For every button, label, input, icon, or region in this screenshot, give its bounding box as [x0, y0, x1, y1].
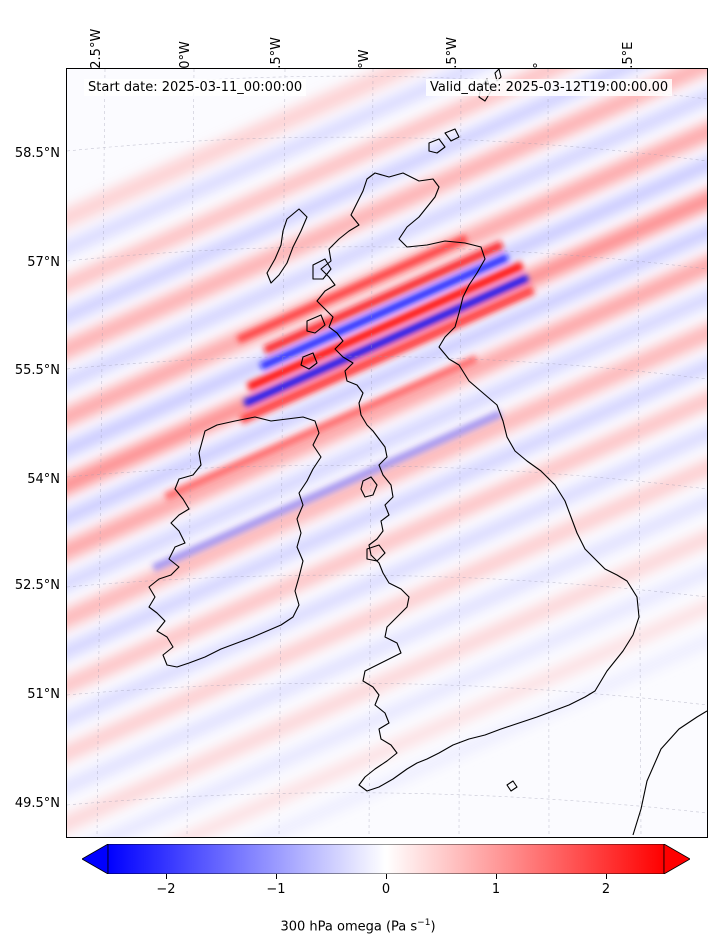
colorbar-label-end: ): [430, 919, 436, 935]
coastline-skye: [312, 258, 332, 280]
graticule: [67, 69, 707, 837]
omega-field-map: [67, 69, 707, 837]
colorbar-tickmark: [606, 874, 607, 879]
colorbar-tick-label: −2: [156, 882, 176, 897]
lat-label-52-5n: 52.5°N: [14, 578, 60, 593]
colorbar-tickmark: [276, 874, 277, 879]
lat-label-51n: 51°N: [27, 687, 60, 702]
coastline-ireland: [148, 416, 322, 668]
lat-label-57n: 57°N: [27, 255, 60, 270]
colorbar-tick-label: 0: [381, 882, 391, 897]
colorbar-svg: [81, 843, 691, 875]
colorbar-label: 300 hPa omega (Pa s−1): [0, 918, 716, 934]
coastline-orkney: [428, 128, 460, 154]
colorbar-label-main: 300 hPa omega (Pa s: [280, 919, 418, 935]
coastline-great-britain: [316, 172, 640, 792]
coastline-continent: [632, 710, 707, 836]
colorbar-tickmark: [166, 874, 167, 879]
lat-label-55-5n: 55.5°N: [14, 363, 60, 378]
colorbar-tickmark: [496, 874, 497, 879]
colorbar-body: [107, 843, 665, 875]
start-date-label: Start date: 2025-03-11_00:00:00: [84, 79, 307, 96]
lat-label-49-5n: 49.5°N: [14, 796, 60, 811]
colorbar: [81, 843, 691, 875]
lat-label-54n: 54°N: [27, 472, 60, 487]
colorbar-extend-max: [663, 843, 691, 875]
lat-label-58-5n: 58.5°N: [14, 146, 60, 161]
coastline-islay: [300, 352, 318, 370]
coastline-isle-of-man: [360, 476, 378, 498]
colorbar-tick-label: −1: [266, 882, 286, 897]
coastline-anglesey: [366, 544, 386, 562]
map-panel: [66, 68, 708, 838]
colorbar-extend-min: [81, 843, 109, 875]
colorbar-tickmark: [386, 874, 387, 879]
colorbar-tick-label: 1: [491, 882, 501, 897]
coastlines: [148, 69, 707, 836]
colorbar-tick-label: 2: [601, 882, 611, 897]
colorbar-label-exponent: −1: [417, 918, 431, 928]
coastline-mull: [306, 314, 326, 334]
coastline-western-isles: [266, 208, 308, 284]
coastline-channel-islands: [506, 780, 518, 792]
omega-bands-soft: [67, 69, 707, 837]
valid-date-label: Valid_date: 2025-03-12T19:00:00.00: [426, 79, 673, 96]
